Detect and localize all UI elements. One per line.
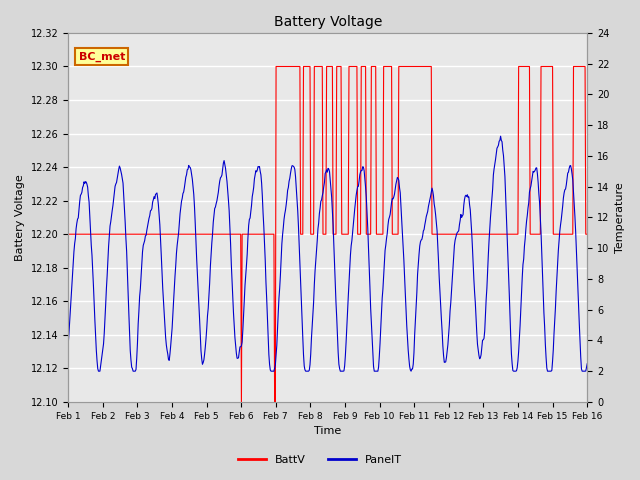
Y-axis label: Temperature: Temperature [615, 182, 625, 253]
Legend: BattV, PanelT: BattV, PanelT [234, 451, 406, 469]
Title: Battery Voltage: Battery Voltage [273, 15, 382, 29]
Y-axis label: Battery Voltage: Battery Voltage [15, 174, 25, 261]
Text: BC_met: BC_met [79, 51, 125, 61]
X-axis label: Time: Time [314, 426, 341, 436]
